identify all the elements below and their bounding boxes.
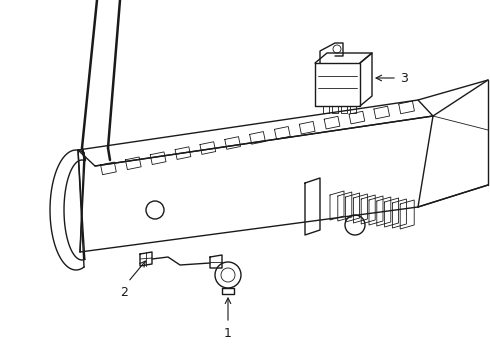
Text: 1: 1 [224, 327, 232, 340]
Text: 3: 3 [400, 72, 408, 85]
Text: 2: 2 [120, 286, 128, 299]
